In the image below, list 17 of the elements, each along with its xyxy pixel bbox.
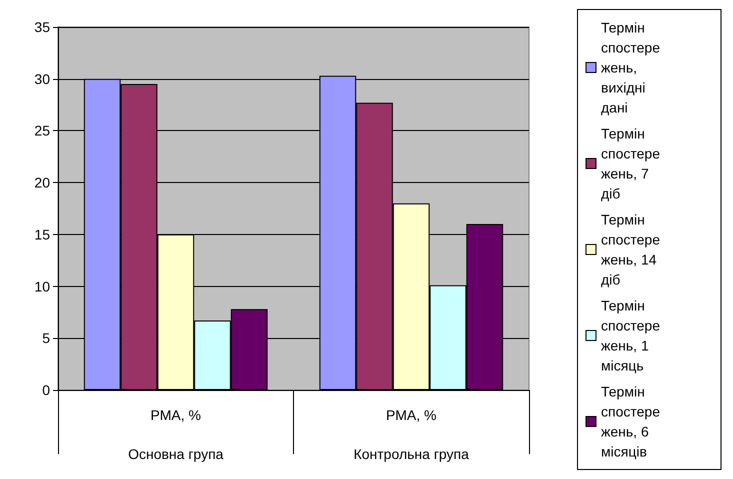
x-tick-label: РМА, % [386,407,436,423]
y-tick-label: 5 [42,330,50,346]
legend-label: Термін спостережень, 7 діб [601,126,660,202]
legend-label: Термін спостережень, 14 діб [601,212,660,288]
legend-label: Термін спостережень, вихідні дані [601,20,660,116]
legend-label: Термін спостережень, 6 місяців [601,384,660,460]
text: Контрольна група [354,446,470,462]
y-tick-label: 30 [34,70,50,87]
text: Основна група [128,446,224,462]
legend-label: Термін спостережень, 1 місяць [601,298,660,374]
y-tick-label: 35 [34,19,50,35]
x-tick-label: РМА, % [150,407,201,423]
y-tick-label: 20 [34,174,50,191]
y-tick-label: 25 [34,122,50,139]
y-tick-label: 10 [34,278,50,294]
y-tick-label: 0 [42,382,50,398]
y-tick-label: 15 [34,226,50,242]
